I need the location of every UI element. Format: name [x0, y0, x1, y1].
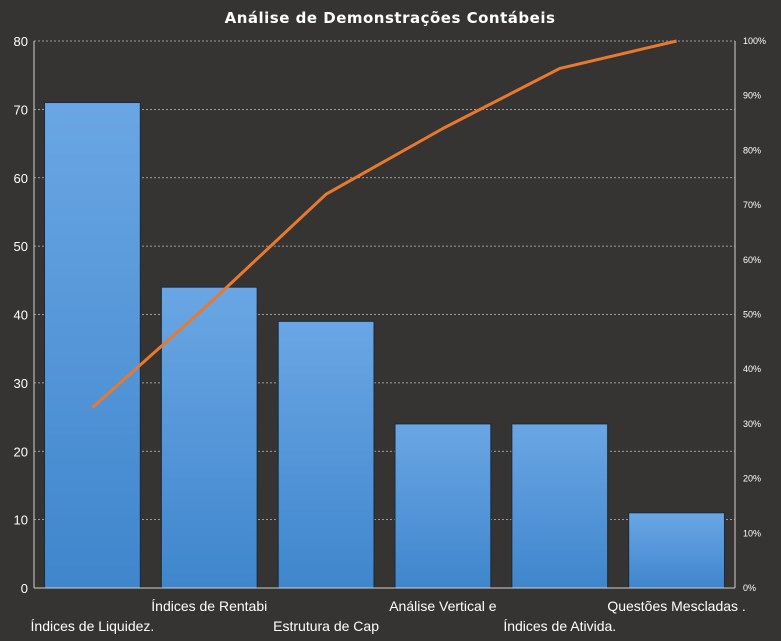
y-tick-label: 50 — [14, 239, 28, 254]
bar — [511, 423, 609, 589]
x-tick-label: Índices de Rentabi — [151, 598, 267, 614]
y2-tick-label: 90% — [743, 91, 761, 101]
y2-tick-label: 30% — [743, 419, 761, 429]
x-tick-label: Estrutura de Cap — [273, 618, 379, 634]
y2-tick-label: 0% — [743, 583, 756, 593]
y2-tick-label: 100% — [743, 36, 766, 46]
y2-tick-label: 80% — [743, 145, 761, 155]
bar — [44, 102, 141, 589]
x-tick-label: Questões Mescladas . — [607, 598, 746, 614]
cumulative-percentage-line — [91, 39, 677, 409]
cumulative-line — [91, 39, 677, 409]
x-tick-label: Análise Vertical e — [389, 598, 497, 614]
chart-title: Análise de Demonstrações Contábeis — [225, 9, 556, 27]
y2-tick-label: 60% — [743, 255, 761, 265]
y2-tick-label: 50% — [743, 310, 761, 320]
y2-tick-label: 40% — [743, 364, 761, 374]
x-tick-label: Índices de Ativida. — [503, 618, 616, 634]
y-tick-label: 20 — [14, 444, 28, 459]
bar — [160, 286, 258, 589]
y-tick-label: 70 — [14, 102, 28, 117]
axes — [33, 41, 736, 589]
bar — [277, 320, 375, 589]
y-tick-label: 10 — [14, 513, 28, 528]
y-tick-label: 80 — [14, 34, 28, 49]
y-tick-label: 0 — [21, 581, 28, 596]
labels: 0 10 20 30 40 50 60 70 80 0% 10% 20% 30% 40% 50% 60% 70%… — [14, 34, 767, 634]
y2-tick-label: 20% — [743, 474, 761, 484]
bar — [628, 512, 725, 589]
bar — [394, 423, 492, 589]
y-tick-label: 60 — [14, 171, 28, 186]
gridlines — [34, 40, 735, 521]
y-tick-label: 30 — [14, 376, 28, 391]
y2-tick-label: 70% — [743, 200, 761, 210]
x-tick-label: Índices de Liquidez. — [31, 618, 155, 634]
y-tick-label: 40 — [14, 308, 28, 323]
y2-tick-label: 10% — [743, 528, 761, 538]
